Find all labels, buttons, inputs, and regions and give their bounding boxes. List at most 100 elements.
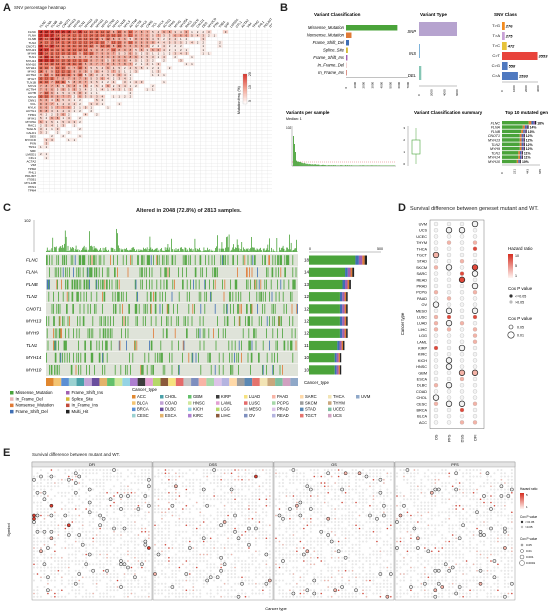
gene-bubble (67, 527, 70, 530)
gene-bubble (54, 543, 56, 546)
heatmap-cell (177, 109, 184, 113)
gene-bubble (144, 478, 147, 481)
gene-bubble (147, 530, 150, 533)
heatmap-cell-value: 7 (68, 77, 70, 81)
heatmap-cell (82, 109, 89, 113)
heatmap-cell (183, 101, 190, 106)
top-bar (181, 248, 183, 252)
variant-legend-swatch (66, 409, 70, 414)
top-bar (289, 249, 291, 252)
gene-bubble (43, 556, 46, 559)
gene-bubble (33, 540, 35, 543)
heatmap-cell (256, 87, 263, 92)
panel-e-title: Survival difference between mutant and W… (32, 452, 120, 457)
mutation-tick (66, 352, 68, 363)
mutation-tick (149, 340, 150, 351)
mutation-tick (151, 267, 153, 278)
heatmap-cell (161, 177, 167, 182)
gene-bubble (64, 508, 67, 510)
mutation-tick (53, 291, 54, 302)
top10-gene: TLN2 (491, 143, 500, 147)
top-bar (205, 250, 207, 252)
gene-bubble (144, 511, 147, 514)
top10-bar-seg (518, 151, 520, 155)
mutation-tick (83, 304, 85, 314)
mutation-tick (202, 267, 203, 278)
heatmap-cell (183, 145, 190, 149)
top10-bar-seg (502, 146, 520, 151)
gene-bubble (109, 504, 112, 507)
heatmap-cell (138, 166, 145, 171)
heatmap-cell (37, 170, 44, 175)
mutation-tick (186, 255, 187, 265)
heatmap-cell (267, 65, 272, 70)
snv-value: 276 (505, 24, 513, 29)
top-bar (131, 248, 133, 252)
top-bar (254, 249, 256, 252)
heatmap-cell (211, 87, 218, 92)
top-bar (99, 249, 100, 252)
gene-bubble (141, 478, 143, 481)
vps-bar (365, 165, 367, 166)
heatmap-cell-value: 7 (51, 102, 53, 106)
gene-bubble (113, 534, 115, 536)
heatmap-cell (105, 134, 111, 139)
vps-bar (364, 165, 366, 166)
panel-a: SNV percentage heatmap FLNC FLNA FLNB TLN2 C… (10, 4, 272, 198)
cancer-label: KICH (418, 359, 427, 363)
heatmap-cell (99, 119, 106, 124)
mutation-tick (68, 328, 70, 339)
heatmap-cell (155, 94, 162, 99)
heatmap-cell-value: 14 (79, 37, 82, 41)
mutation-tick (56, 267, 58, 278)
heatmap-cell-value: 9 (96, 44, 98, 48)
heatmap-cell (194, 76, 201, 81)
mutation-tick (283, 279, 285, 290)
heatmap-cell (155, 76, 162, 81)
heatmap-cell (217, 94, 223, 99)
heatmap-cell (110, 112, 117, 117)
mutation-tick (131, 255, 133, 265)
bubble (446, 314, 452, 320)
top-bar (52, 237, 54, 252)
bubble (471, 220, 479, 228)
heatmap-cell-value: 9 (102, 51, 104, 55)
heatmap-cell-value: 8 (113, 59, 115, 63)
heatmap-cell (222, 134, 229, 139)
gene-bubble (146, 546, 151, 550)
gene-bubble (46, 546, 50, 550)
mutation-tick (274, 316, 275, 326)
top10-bar-seg (518, 155, 520, 159)
heatmap-cell (133, 127, 139, 131)
mutation-tick (85, 340, 86, 351)
heatmap-cell (177, 123, 184, 128)
heatmap-cell-value: 16 (39, 59, 42, 63)
heatmap-cell (161, 109, 167, 113)
mutation-tick (228, 340, 230, 351)
mutation-tick (77, 279, 78, 290)
right-bar-seg (309, 316, 340, 326)
heatmap-cell (250, 159, 257, 164)
cancer-label: LIHC (418, 328, 427, 332)
mutation-tick (54, 328, 56, 339)
gene-bubble (81, 511, 84, 514)
gene-bubble (74, 504, 77, 507)
bubble (433, 352, 439, 357)
mutation-tick (177, 304, 178, 314)
heatmap-cell (261, 141, 268, 146)
gene-bubble (127, 560, 129, 562)
heatmap-cell-value: 3 (68, 102, 70, 106)
heatmap-cell-value: 1 (219, 44, 221, 48)
heatmap-cell (121, 184, 128, 189)
bubble (459, 339, 465, 344)
heatmap-cell (239, 188, 246, 193)
gene-bubble (134, 537, 136, 540)
gene-bubble (134, 491, 136, 494)
heatmap-cell (105, 112, 111, 117)
gene-bubble (92, 508, 95, 510)
heatmap-row-label: MYH14 (26, 59, 36, 63)
snv-label: C>A (492, 73, 500, 78)
heatmap-col-label: MYH14 (84, 18, 94, 29)
heatmap-cell (194, 62, 201, 67)
mutation-tick (46, 352, 47, 363)
